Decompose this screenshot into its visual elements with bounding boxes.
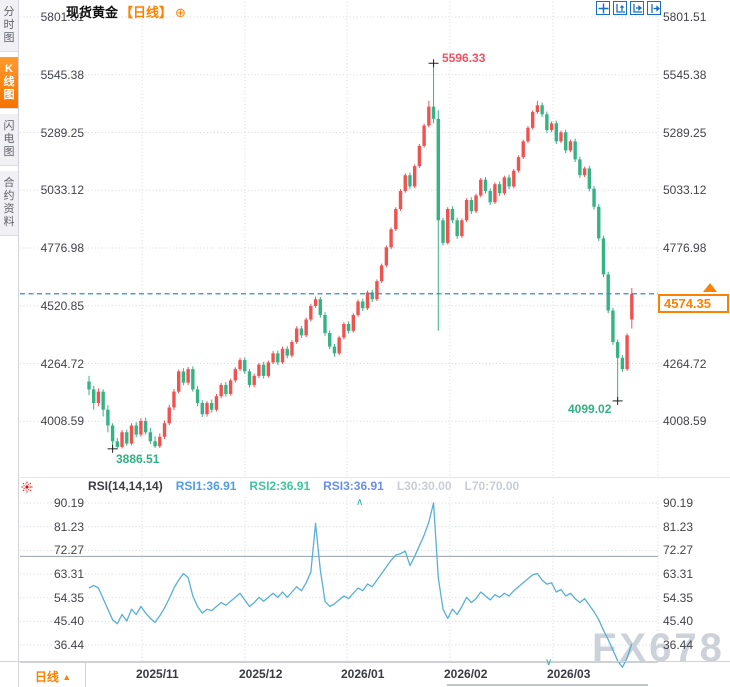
- rsi-axis-label-right: 90.19: [663, 496, 694, 510]
- rsi-axis-label-left: 72.27: [53, 543, 84, 558]
- axis-play-icon[interactable]: [630, 1, 644, 15]
- period-cell-divider: [85, 661, 86, 687]
- crosshair-icon[interactable]: [596, 1, 610, 15]
- x-axis-date-label: 2025/12: [239, 667, 283, 681]
- x-axis-date-label: 2026/02: [444, 667, 488, 681]
- price-axis-label-left: 4264.72: [40, 356, 84, 371]
- rsi-axis-label-left: 45.40: [53, 614, 84, 629]
- x-axis-divider: [0, 661, 730, 662]
- rsi-axis-label-left: 36.44: [53, 638, 84, 652]
- price-axis-label-right: 5801.51: [663, 10, 707, 24]
- rsi-header-item-3: RSI2:36.91: [249, 479, 311, 493]
- period-selector-label: 日线: [34, 670, 59, 684]
- rsi-axis-label-left: 63.31: [53, 567, 84, 582]
- rsi-axis-label-right: 63.31: [663, 567, 694, 582]
- chevron-down-icon[interactable]: ∨: [545, 657, 553, 668]
- chart-scrollbar[interactable]: [447, 684, 648, 686]
- price-axis-label-left: 5801.51: [40, 10, 84, 24]
- rsi-axis-label-left: 54.35: [53, 590, 84, 605]
- price-up-arrow-icon: [703, 283, 717, 292]
- high-price-label: 5596.33: [442, 51, 486, 65]
- x-axis-date-label: 2026/01: [341, 667, 385, 681]
- rsi-axis-label-right: 45.40: [663, 614, 694, 629]
- chevron-up-icon[interactable]: ∧: [356, 497, 364, 508]
- sidebar-tab-4[interactable]: 合约资料: [0, 171, 18, 236]
- price-axis-label-left: 5289.25: [40, 125, 84, 140]
- rsi-header-item-1: RSI(14,14,14): [88, 479, 163, 493]
- rsi-header-item-4: RSI3:36.91: [323, 479, 384, 493]
- price-axis-label-left: 4520.85: [40, 298, 84, 313]
- price-axis-label-left: 4776.98: [40, 241, 84, 256]
- rsi-axis-label-right: 72.27: [663, 543, 694, 558]
- swing-low-label: 4099.02: [568, 402, 612, 416]
- period-selector[interactable]: 日线 ▲: [22, 668, 84, 685]
- price-axis-label-left: 5033.12: [40, 183, 84, 198]
- x-axis-date-label: 2025/11: [136, 667, 179, 681]
- indicator-settings-icon[interactable]: [21, 480, 33, 498]
- rsi-header-item-5: L30:30.00: [396, 479, 452, 493]
- axis-zoom-up-icon[interactable]: [613, 1, 627, 15]
- sidebar-tab-1[interactable]: 分时图: [0, 0, 18, 52]
- price-axis-label-left: 5545.38: [40, 67, 84, 82]
- period-tag[interactable]: 【日线】: [120, 5, 173, 20]
- rsi-axis-label-right: 36.44: [663, 638, 694, 652]
- period-selector-arrow-icon: ▲: [62, 672, 72, 682]
- current-price-badge: 4574.35: [658, 294, 729, 313]
- rsi-header-item-2: RSI1:36.91: [175, 479, 237, 493]
- price-axis-label-right: 4008.59: [663, 414, 707, 429]
- price-axis-label-right: 4264.72: [663, 356, 707, 371]
- sidebar-tab-3[interactable]: 闪电图: [0, 114, 18, 166]
- rsi-axis-label-left: 81.23: [53, 519, 84, 534]
- rsi-header-item-6: L70:70.00: [464, 479, 520, 493]
- rsi-axis-label-right: 54.35: [663, 590, 694, 605]
- price-axis-label-left: 4008.59: [40, 414, 84, 429]
- chart-title: 现货黄金 【日线】 ⊕: [66, 2, 186, 21]
- price-axis-label-right: 5033.12: [663, 183, 707, 198]
- rsi-axis-label-left: 90.19: [53, 496, 84, 510]
- price-axis-label-right: 4776.98: [663, 241, 707, 256]
- watermark: FX678: [592, 626, 725, 670]
- price-axis-label-right: 5545.38: [663, 67, 707, 82]
- shift-right-icon[interactable]: [647, 1, 661, 15]
- add-indicator-icon[interactable]: ⊕: [175, 5, 186, 20]
- rsi-indicator-header: RSI(14,14,14) RSI1:36.91 RSI2:36.91 RSI3:36…: [88, 479, 519, 493]
- price-axis-label-right: 5289.25: [663, 125, 707, 140]
- rsi-axis-label-right: 81.23: [663, 519, 694, 534]
- chart-toolbar: [596, 1, 661, 15]
- low-price-label: 3886.51: [116, 452, 160, 466]
- instrument-name: 现货黄金: [66, 5, 119, 20]
- x-axis-date-label: 2026/03: [547, 667, 591, 681]
